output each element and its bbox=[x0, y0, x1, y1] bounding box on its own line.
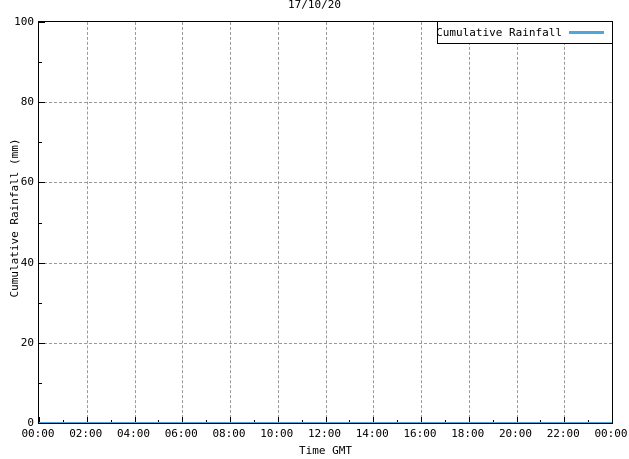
grid-line-vertical bbox=[230, 22, 231, 423]
grid-line-vertical bbox=[277, 22, 279, 423]
plot-area bbox=[38, 21, 613, 424]
x-axis-tick-major bbox=[182, 417, 184, 423]
x-axis-tick-minor bbox=[206, 420, 208, 423]
y-axis-tick-minor bbox=[39, 142, 42, 144]
y-axis-tick-major bbox=[39, 182, 45, 184]
x-axis-tick-label: 06:00 bbox=[164, 427, 198, 440]
y-axis-tick-major bbox=[39, 423, 45, 424]
x-axis-tick-major bbox=[564, 417, 566, 423]
y-axis-tick-label: 0 bbox=[27, 416, 34, 429]
legend-label-cumulative-rainfall: Cumulative Rainfall bbox=[436, 26, 562, 39]
x-axis-tick-label: 16:00 bbox=[403, 427, 437, 440]
grid-line-vertical bbox=[86, 22, 88, 423]
chart-legend: Cumulative Rainfall bbox=[436, 21, 613, 44]
y-axis-tick-minor bbox=[39, 382, 42, 384]
x-axis-tick-major bbox=[230, 417, 231, 423]
chart-title: 17/10/20 bbox=[288, 0, 341, 11]
y-axis-tick-label: 80 bbox=[20, 95, 34, 109]
y-axis-tick-label: 20 bbox=[20, 335, 34, 349]
x-axis-tick-label: 00:00 bbox=[21, 427, 55, 440]
grid-line-vertical bbox=[325, 22, 327, 423]
x-axis-tick-minor bbox=[540, 420, 542, 423]
x-axis-tick-major bbox=[86, 417, 88, 423]
x-axis-tick-major bbox=[325, 417, 327, 423]
x-axis-tick-label: 20:00 bbox=[498, 427, 533, 440]
x-axis-tick-major bbox=[516, 417, 518, 423]
y-axis-tick-minor bbox=[39, 302, 42, 304]
y-axis-tick-minor bbox=[39, 222, 42, 224]
x-axis-tick-minor bbox=[253, 420, 255, 423]
x-axis-tick-major bbox=[612, 417, 613, 423]
y-axis-tick-major bbox=[39, 22, 45, 23]
x-axis-tick-major bbox=[468, 417, 470, 423]
x-axis-tick-label: 02:00 bbox=[69, 427, 103, 440]
x-axis-tick-label: 12:00 bbox=[307, 427, 342, 440]
x-axis-tick-minor bbox=[349, 420, 351, 423]
x-axis-tick-major bbox=[277, 417, 279, 423]
x-axis-tick-minor bbox=[444, 420, 446, 423]
x-axis-tick-major bbox=[134, 417, 136, 423]
x-axis-tick-minor bbox=[158, 420, 160, 423]
y-axis-tick-labels: 100 80 60 40 20 0 bbox=[0, 16, 34, 428]
legend-swatch-cumulative-rainfall bbox=[569, 31, 604, 34]
x-axis-tick-major bbox=[421, 417, 422, 423]
x-axis-tick-minor bbox=[492, 420, 494, 423]
grid-line-vertical bbox=[564, 22, 566, 423]
grid-line-vertical bbox=[468, 22, 470, 423]
x-axis-tick-label: 00:00 bbox=[594, 427, 628, 440]
grid-line-vertical bbox=[516, 22, 518, 423]
x-axis-tick-label: 22:00 bbox=[546, 427, 580, 440]
y-axis-tick-label: 40 bbox=[20, 255, 34, 269]
x-axis-title: Time GMT bbox=[299, 444, 352, 457]
x-axis-tick-label: 04:00 bbox=[116, 427, 151, 440]
x-axis-tick-minor bbox=[110, 420, 112, 423]
y-axis-tick-label: 60 bbox=[20, 175, 34, 189]
y-axis-tick-major bbox=[39, 102, 45, 104]
grid-line-vertical bbox=[134, 22, 136, 423]
y-axis-tick-major bbox=[39, 342, 45, 344]
series-line-cumulative-rainfall bbox=[39, 422, 612, 423]
x-axis-tick-minor bbox=[588, 420, 590, 423]
x-axis-tick-major bbox=[39, 417, 40, 423]
y-axis-tick-label: 100 bbox=[14, 15, 34, 28]
grid-line-vertical bbox=[421, 22, 422, 423]
x-axis-tick-minor bbox=[397, 420, 399, 423]
y-axis-tick-minor bbox=[39, 62, 42, 64]
x-axis-tick-label: 14:00 bbox=[355, 427, 389, 440]
y-axis-title: Cumulative Rainfall (mm) bbox=[8, 138, 21, 298]
x-axis-tick-label: 08:00 bbox=[212, 427, 246, 440]
x-axis-tick-minor bbox=[301, 420, 303, 423]
x-axis-tick-labels: 00:00 02:00 04:00 06:00 08:00 10:00 12:00 14:00… bbox=[21, 427, 627, 442]
y-axis-tick-major bbox=[39, 262, 45, 264]
x-axis-tick-major bbox=[373, 417, 375, 423]
grid-line-vertical bbox=[182, 22, 184, 423]
x-axis-tick-label: 18:00 bbox=[451, 427, 485, 440]
x-axis-tick-minor bbox=[62, 420, 64, 423]
grid-line-vertical bbox=[373, 22, 375, 423]
x-axis-tick-label: 10:00 bbox=[260, 427, 294, 440]
